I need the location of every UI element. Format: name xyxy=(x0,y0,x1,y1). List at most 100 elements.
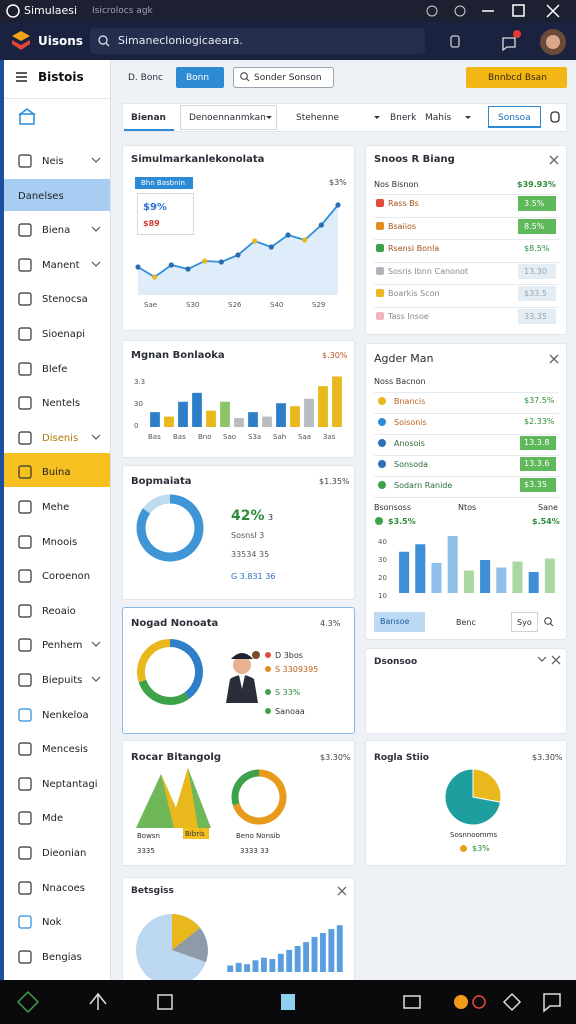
bar xyxy=(260,957,267,972)
bars-card xyxy=(122,340,355,458)
bar xyxy=(480,560,491,593)
action-button[interactable]: Bnnbcd Bsan xyxy=(466,67,567,88)
hat xyxy=(231,653,253,659)
sidebar-item[interactable]: Danelses xyxy=(18,190,64,202)
row-dot xyxy=(376,311,384,320)
app-icon xyxy=(6,4,20,18)
sidebar-item[interactable]: Nentels xyxy=(42,398,81,410)
row-divider xyxy=(374,497,559,498)
sidebar-item[interactable]: Mnoois xyxy=(42,536,78,548)
bar xyxy=(318,386,328,427)
dropdown[interactable]: Denoennanmkan xyxy=(180,105,277,130)
bar xyxy=(336,925,343,972)
donut-chart xyxy=(444,768,502,826)
sidebar-item[interactable]: Biena xyxy=(42,225,71,237)
search-icon xyxy=(544,617,554,627)
item-icon xyxy=(18,223,32,237)
row-divider xyxy=(374,306,559,308)
avatar-face xyxy=(546,35,560,49)
row-dot xyxy=(376,244,384,252)
item-icon xyxy=(18,742,32,756)
bar xyxy=(496,567,507,593)
y-tick-label: 10 xyxy=(378,592,387,600)
icon xyxy=(18,846,32,860)
nav-icon xyxy=(89,992,107,1010)
row-badge: $8.5% xyxy=(518,241,556,256)
tab[interactable]: Stehenne xyxy=(296,113,339,123)
tab[interactable]: Mahis xyxy=(425,113,452,123)
row-value: 13.3.8 xyxy=(524,438,550,447)
y-tick-label: 30 xyxy=(134,400,143,408)
bar xyxy=(206,410,216,427)
chevron xyxy=(537,656,547,662)
sidebar-item[interactable]: Nnacoes xyxy=(42,882,85,894)
agent-button[interactable]: Bansoe xyxy=(374,612,425,632)
donut-chart xyxy=(231,769,287,825)
sidebar-item[interactable]: Reoaio xyxy=(42,605,76,617)
tab-active[interactable]: Bienan xyxy=(131,113,166,123)
donut-small: 3 xyxy=(268,513,274,522)
sidebar-item[interactable]: Coroenon xyxy=(42,571,91,583)
icon xyxy=(18,880,32,895)
pie-slice xyxy=(472,768,502,803)
row-label: Rass Bs xyxy=(388,199,419,208)
bar xyxy=(447,536,458,593)
nav-icon xyxy=(281,994,295,1010)
card-title: Bopmaiata xyxy=(131,476,192,487)
icon xyxy=(19,113,35,125)
sidebar-edge xyxy=(0,60,4,980)
sidebar-item[interactable]: Neptantagi xyxy=(42,778,98,790)
x-tick-label: Bas xyxy=(148,433,161,441)
sidebar-item[interactable]: Sioenapi xyxy=(42,329,85,340)
sidebar-item[interactable]: Disenis xyxy=(42,432,79,444)
sidebar-item[interactable]: Mehe xyxy=(42,502,70,513)
bar xyxy=(319,933,326,972)
search-icon xyxy=(240,72,250,82)
sidebar-item[interactable]: Neis xyxy=(42,156,64,167)
bar-chart xyxy=(150,376,342,427)
search-box[interactable] xyxy=(90,28,425,54)
chevron xyxy=(91,641,101,648)
settings-icon xyxy=(550,111,560,123)
row-label: Boarkis Scon xyxy=(388,289,440,298)
primary-button[interactable]: Bonn xyxy=(176,67,224,88)
sidebar-item[interactable]: Manent xyxy=(42,259,80,271)
slice xyxy=(172,914,200,950)
point xyxy=(318,222,324,228)
sidebar-item[interactable]: Penhem xyxy=(42,640,83,652)
chart-label: Bowsn xyxy=(137,832,160,840)
point xyxy=(285,232,291,238)
close xyxy=(549,155,559,165)
row-dot xyxy=(378,397,386,405)
row-value: 13.3.6 xyxy=(524,459,550,468)
sidebar-item[interactable]: Nok xyxy=(42,917,62,929)
tab[interactable]: Bnerk xyxy=(390,113,417,123)
chart-label: Sosnnoomms xyxy=(450,831,498,839)
row-dot xyxy=(378,439,386,447)
button-label[interactable]: Benc xyxy=(456,618,476,627)
sidebar-item[interactable]: Biepuits xyxy=(42,675,83,686)
tab-button[interactable]: Sonsoa xyxy=(488,106,541,128)
close xyxy=(546,4,560,18)
sidebar-item[interactable]: Nenkeloa xyxy=(42,709,89,721)
sidebar-item[interactable]: Mde xyxy=(42,813,64,825)
bar xyxy=(512,561,523,593)
sidebar-item[interactable]: Blefe xyxy=(42,363,68,375)
row-dot xyxy=(378,418,386,426)
toolbar-label: D. Bonc xyxy=(128,73,163,83)
search-button[interactable]: Sonder Sonson xyxy=(233,67,334,88)
bar xyxy=(220,401,230,427)
card-subtitle: Noss Bacnon xyxy=(374,377,426,386)
sidebar-item[interactable]: Stenocsa xyxy=(42,294,88,306)
donut-segment xyxy=(142,494,171,514)
sidebar-item[interactable]: Dieonian xyxy=(42,848,87,859)
row-badge: 3.5% xyxy=(518,196,556,211)
nav-icon xyxy=(16,990,40,1014)
sidebar-highlight xyxy=(4,453,110,488)
y-tick-label: 3.3 xyxy=(134,378,146,386)
sidebar-item[interactable]: Mencesis xyxy=(42,744,88,756)
agent-input[interactable]: Syo xyxy=(511,612,538,632)
sidebar-item[interactable]: Bengias xyxy=(42,951,82,963)
sidebar-item[interactable]: Buina xyxy=(42,467,71,479)
card-title: Dsonsoo xyxy=(374,657,418,667)
